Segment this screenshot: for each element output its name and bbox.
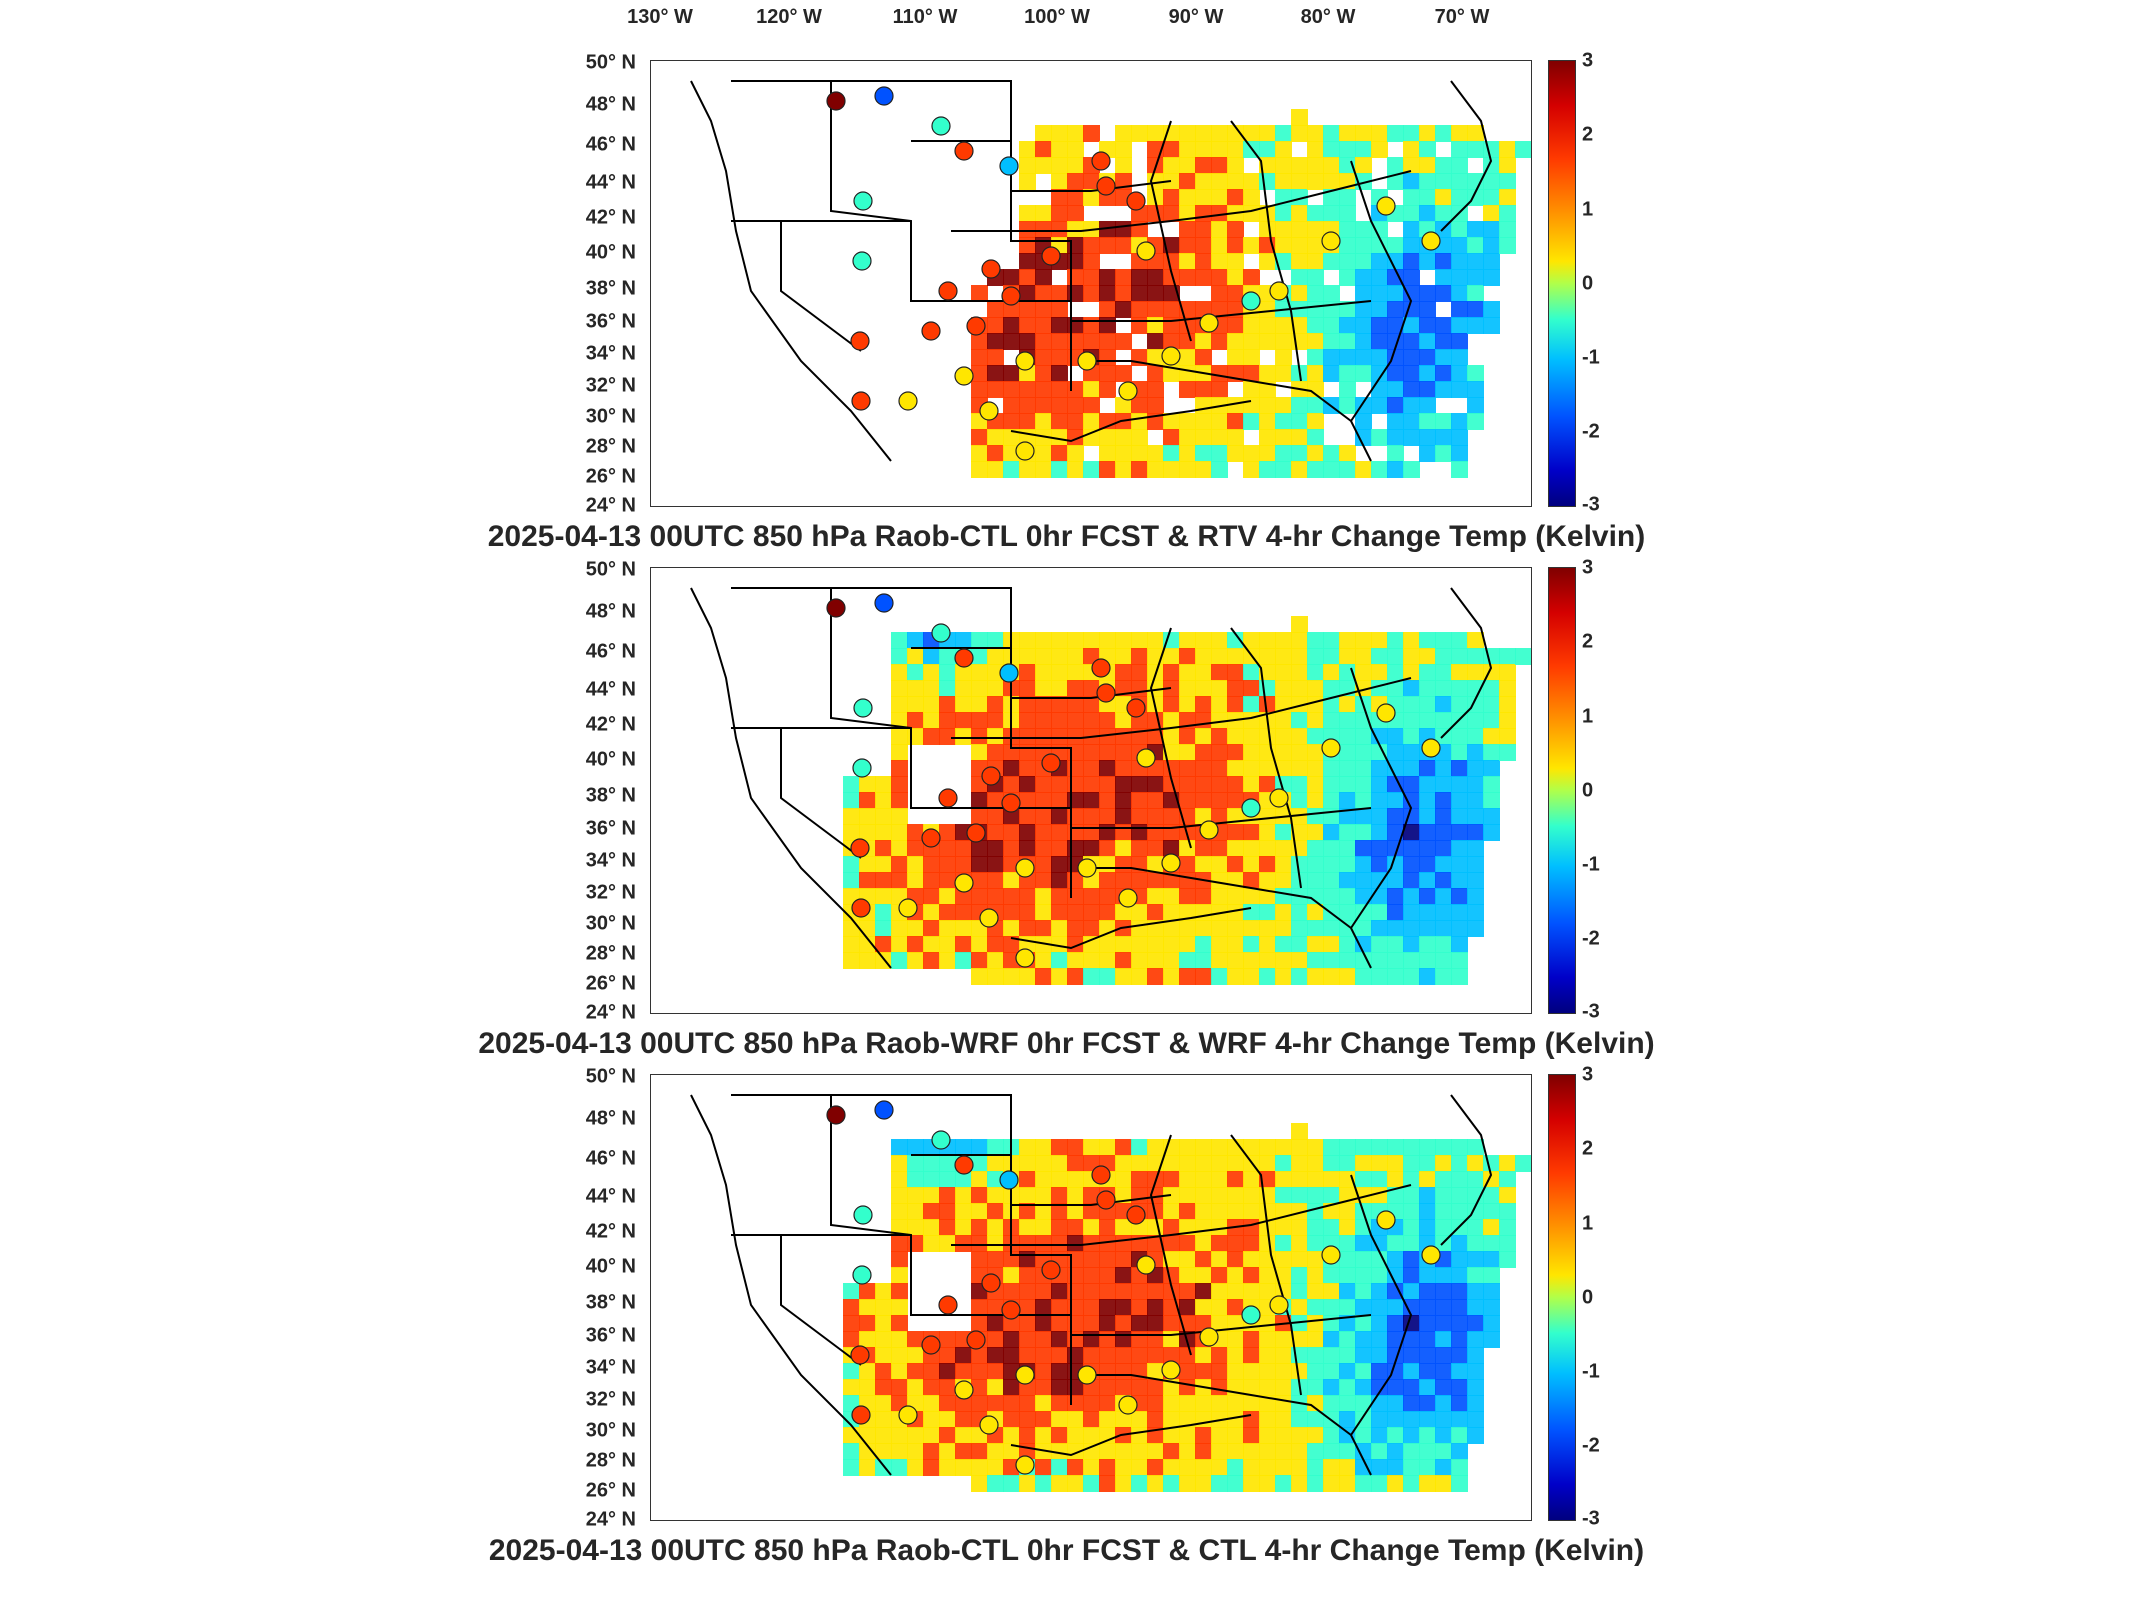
lat-label: 32° N — [585, 1388, 636, 1411]
lat-label: 48° N — [585, 600, 636, 623]
lat-label: 26° N — [585, 972, 636, 995]
colorbar-tick: -2 — [1582, 1434, 1600, 1457]
lat-label: 38° N — [585, 1291, 636, 1314]
colorbar-tick: -3 — [1582, 493, 1600, 516]
lat-label: 44° N — [585, 171, 636, 194]
lon-label: 130° W — [627, 6, 693, 28]
lat-label: 24° N — [585, 1001, 636, 1024]
lat-label: 46° N — [585, 1147, 636, 1170]
map-panel-wrf: 50° N 48° N 46° N 44° N 42° N 40° N 38° … — [0, 507, 2133, 1061]
temperature-field — [843, 616, 1531, 985]
map-canvas — [690, 80, 1531, 478]
colorbar-tick: 2 — [1582, 123, 1594, 146]
lat-label: 26° N — [585, 465, 636, 488]
colorbar-tick: 1 — [1582, 198, 1594, 221]
lat-label: 38° N — [585, 784, 636, 807]
panel-title: 2025-04-13 00UTC 850 hPa Raob-CTL 0hr FC… — [487, 520, 1646, 553]
lon-label: 120° W — [756, 6, 822, 28]
lat-label: 46° N — [585, 640, 636, 663]
lat-label: 36° N — [585, 310, 636, 333]
lat-label: 40° N — [585, 1255, 636, 1278]
raob-stations — [826, 593, 1441, 968]
lat-label: 48° N — [585, 1107, 636, 1130]
colorbar-tick: 3 — [1582, 556, 1594, 579]
lat-label: 30° N — [585, 1419, 636, 1442]
lat-label: 50° N — [585, 558, 636, 581]
lat-label: 40° N — [585, 748, 636, 771]
map-canvas — [690, 587, 1531, 985]
map-panel-ctl: 50° N 48° N 46° N 44° N 42° N 40° N 38° … — [0, 1014, 2133, 1568]
lat-label: 44° N — [585, 1185, 636, 1208]
map-canvas — [690, 1094, 1531, 1492]
colorbar-tick: 2 — [1582, 630, 1594, 653]
lat-label: 30° N — [585, 405, 636, 428]
lon-label: 100° W — [1024, 6, 1090, 28]
colorbar-tick: -1 — [1582, 1360, 1600, 1383]
temperature-field — [843, 1123, 1531, 1492]
lon-label: 90° W — [1168, 6, 1224, 28]
lat-label: 34° N — [585, 1356, 636, 1379]
colorbar-tick: -2 — [1582, 927, 1600, 950]
colorbar-tick: 1 — [1582, 705, 1594, 728]
lat-label: 32° N — [585, 881, 636, 904]
lon-label: 80° W — [1300, 6, 1356, 28]
map-panel-rtv: 50° N 48° N 46° N 44° N 42° N 40° N 38° … — [0, 0, 2133, 554]
colorbar — [1548, 567, 1576, 1014]
map-frame — [650, 60, 1532, 507]
colorbar — [1548, 60, 1576, 507]
lon-label: 70° W — [1434, 6, 1490, 28]
lat-label: 30° N — [585, 912, 636, 935]
lat-label: 34° N — [585, 849, 636, 872]
raob-stations — [826, 86, 1441, 461]
lon-label: 110° W — [892, 6, 958, 28]
lat-label: 42° N — [585, 713, 636, 736]
colorbar-tick: 0 — [1582, 1286, 1594, 1309]
state-boundaries — [690, 1094, 1493, 1476]
colorbar-tick: 3 — [1582, 1063, 1594, 1086]
lat-label: 36° N — [585, 1324, 636, 1347]
colorbar-tick: 1 — [1582, 1212, 1594, 1235]
map-frame — [650, 1074, 1532, 1521]
colorbar-tick: 2 — [1582, 1137, 1594, 1160]
lat-label: 44° N — [585, 678, 636, 701]
lat-label: 46° N — [585, 133, 636, 156]
colorbar-tick: 3 — [1582, 49, 1594, 72]
lat-label: 50° N — [585, 51, 636, 74]
lat-label: 50° N — [585, 1065, 636, 1088]
panel-title: 2025-04-13 00UTC 850 hPa Raob-CTL 0hr FC… — [488, 1534, 1645, 1567]
temperature-field — [971, 109, 1531, 478]
colorbar-tick: -3 — [1582, 1507, 1600, 1530]
lat-label: 40° N — [585, 241, 636, 264]
colorbar-tick: -1 — [1582, 346, 1600, 369]
lat-label: 42° N — [585, 1220, 636, 1243]
lat-label: 48° N — [585, 93, 636, 116]
colorbar-tick: -2 — [1582, 420, 1600, 443]
state-boundaries — [690, 587, 1493, 969]
lat-label: 28° N — [585, 1449, 636, 1472]
state-boundaries — [690, 80, 1493, 462]
lat-label: 24° N — [585, 1508, 636, 1531]
lat-label: 32° N — [585, 374, 636, 397]
colorbar-tick: 0 — [1582, 779, 1594, 802]
raob-stations — [826, 1100, 1441, 1475]
lat-label: 28° N — [585, 435, 636, 458]
colorbar-tick: -3 — [1582, 1000, 1600, 1023]
colorbar-tick: -1 — [1582, 853, 1600, 876]
lat-label: 26° N — [585, 1479, 636, 1502]
lat-label: 38° N — [585, 277, 636, 300]
lat-label: 42° N — [585, 206, 636, 229]
lat-label: 28° N — [585, 942, 636, 965]
panel-title: 2025-04-13 00UTC 850 hPa Raob-WRF 0hr FC… — [478, 1027, 1655, 1060]
lat-label: 24° N — [585, 494, 636, 517]
colorbar — [1548, 1074, 1576, 1521]
lat-label: 34° N — [585, 342, 636, 365]
longitude-axis: 130° W 120° W 110° W 100° W 90° W 80° W … — [0, 0, 2133, 60]
lat-label: 36° N — [585, 817, 636, 840]
colorbar-tick: 0 — [1582, 272, 1594, 295]
map-frame — [650, 567, 1532, 1014]
